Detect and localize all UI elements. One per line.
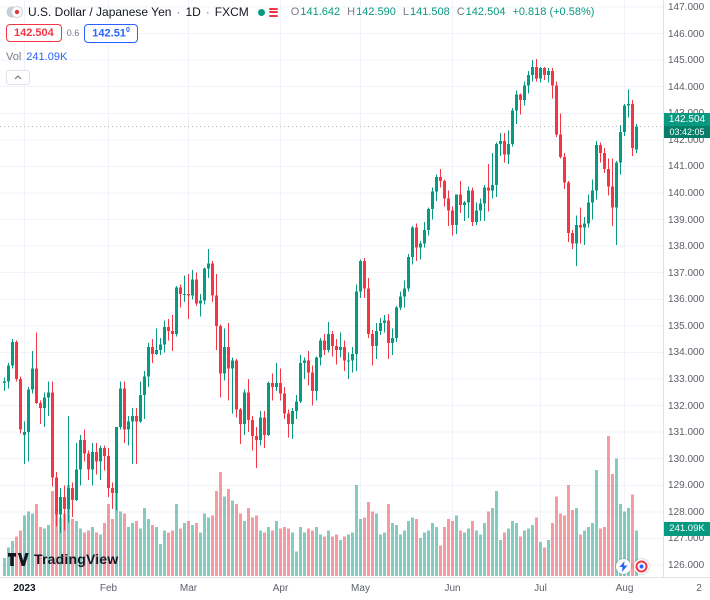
candles (3, 58, 638, 534)
symbol-title-row: U.S. Dollar / Japanese Yen · 1D · FXCM O… (6, 5, 594, 19)
price-axis-label: 132.000 (668, 400, 705, 412)
time-axis-label: Jul (534, 583, 547, 594)
price-axis-label: 128.000 (668, 506, 705, 518)
volume-value: 241.09K (26, 50, 68, 63)
change-value: +0.818 (+0.58%) (512, 6, 595, 18)
separator-dot: · (205, 5, 210, 19)
symbol-title[interactable]: U.S. Dollar / Japanese Yen (28, 5, 172, 19)
time-axis-label: 2 (696, 583, 702, 594)
price-axis-label: 140.000 (668, 187, 705, 199)
price-axis-label: 144.000 (668, 81, 705, 93)
interval-label[interactable]: 1D (185, 5, 201, 19)
close-label: C (456, 6, 465, 18)
time-axis-label: Mar (179, 583, 198, 594)
price-axis-label: 127.000 (668, 533, 705, 545)
price-axis-label: 126.000 (668, 559, 705, 571)
high-value: 142.590 (356, 6, 396, 18)
sell-button[interactable]: 142.504 (6, 24, 62, 43)
floating-buttons (616, 559, 649, 574)
low-label: L (402, 6, 409, 18)
legend-mini-icons (257, 7, 278, 17)
time-axis-label: Jun (444, 583, 461, 594)
broker-ring-icon (635, 560, 648, 573)
price-axis-label: 131.000 (668, 427, 705, 439)
price-axis-label: 134.000 (668, 347, 705, 359)
bar-countdown: 03:42:05 (664, 126, 710, 139)
buy-price-fraction: 0 (125, 27, 130, 34)
close-value: 142.504 (465, 6, 506, 18)
price-axis-label: 145.000 (668, 55, 705, 67)
time-axis-label: Apr (272, 583, 289, 594)
price-axis-label: 142.000 (668, 134, 705, 146)
time-axis[interactable]: 2023 Feb Mar Apr May Jun Jul Aug 2 (0, 577, 710, 600)
tradingview-logo-icon (8, 552, 29, 566)
price-axis-label: 138.000 (668, 241, 705, 253)
ohlc-values: O141.642 H142.590 L141.508 C142.504 +0.8… (291, 6, 595, 18)
chart-legend: U.S. Dollar / Japanese Yen · 1D · FXCM O… (6, 5, 594, 85)
symbol-logo-icon (6, 6, 23, 18)
market-status-icon[interactable] (257, 8, 265, 16)
trade-buttons-row: 142.504 0.6 142.510 (6, 24, 594, 43)
volume-axis-badge: 241.09K (664, 522, 710, 537)
collapse-pane-button[interactable] (6, 69, 30, 85)
ideas-list-icon[interactable] (268, 7, 278, 17)
last-price-badge: 142.504 03:42:05 (664, 113, 710, 139)
high-label: H (347, 6, 356, 18)
price-axis[interactable]: 142.504 03:42:05 241.09K 147.000 146.000 1… (663, 0, 710, 577)
open-value: 141.642 (300, 6, 341, 18)
buy-button[interactable]: 142.510 (84, 24, 138, 43)
price-chart-canvas[interactable] (0, 0, 663, 577)
price-axis-label: 137.000 (668, 267, 705, 279)
tradingview-logo[interactable]: TradingView (8, 551, 118, 567)
price-axis-label: 146.000 (668, 28, 705, 40)
last-price-value: 142.504 (668, 114, 706, 126)
price-axis-label: 141.000 (668, 161, 705, 173)
time-axis-label: May (351, 583, 370, 594)
lightning-icon (619, 561, 628, 572)
volume-legend: Vol 241.09K (6, 51, 594, 63)
chevron-up-icon (14, 74, 22, 80)
quick-trade-button[interactable] (616, 559, 631, 574)
price-axis-label: 135.000 (668, 320, 705, 332)
grid-lines (0, 0, 663, 577)
price-axis-label: 136.000 (668, 294, 705, 306)
price-axis-label: 129.000 (668, 480, 705, 492)
time-axis-label: Feb (99, 583, 118, 594)
time-axis-label: 2023 (13, 583, 36, 594)
price-axis-label: 133.000 (668, 373, 705, 385)
low-value: 141.508 (409, 6, 450, 18)
broker-button[interactable] (634, 559, 649, 574)
time-axis-label: Aug (615, 583, 634, 594)
exchange-label[interactable]: FXCM (214, 5, 249, 19)
spread-value: 0.6 (66, 28, 80, 39)
volume-label: Vol (6, 50, 22, 63)
volume-bars (3, 436, 638, 576)
buy-price-value: 142.51 (92, 27, 126, 40)
price-axis-label: 147.000 (668, 2, 705, 13)
tradingview-logo-text: TradingView (34, 551, 119, 567)
open-label: O (290, 6, 300, 18)
price-axis-label: 130.000 (668, 453, 705, 465)
price-axis-label: 139.000 (668, 214, 705, 226)
separator-dot: · (176, 5, 181, 19)
